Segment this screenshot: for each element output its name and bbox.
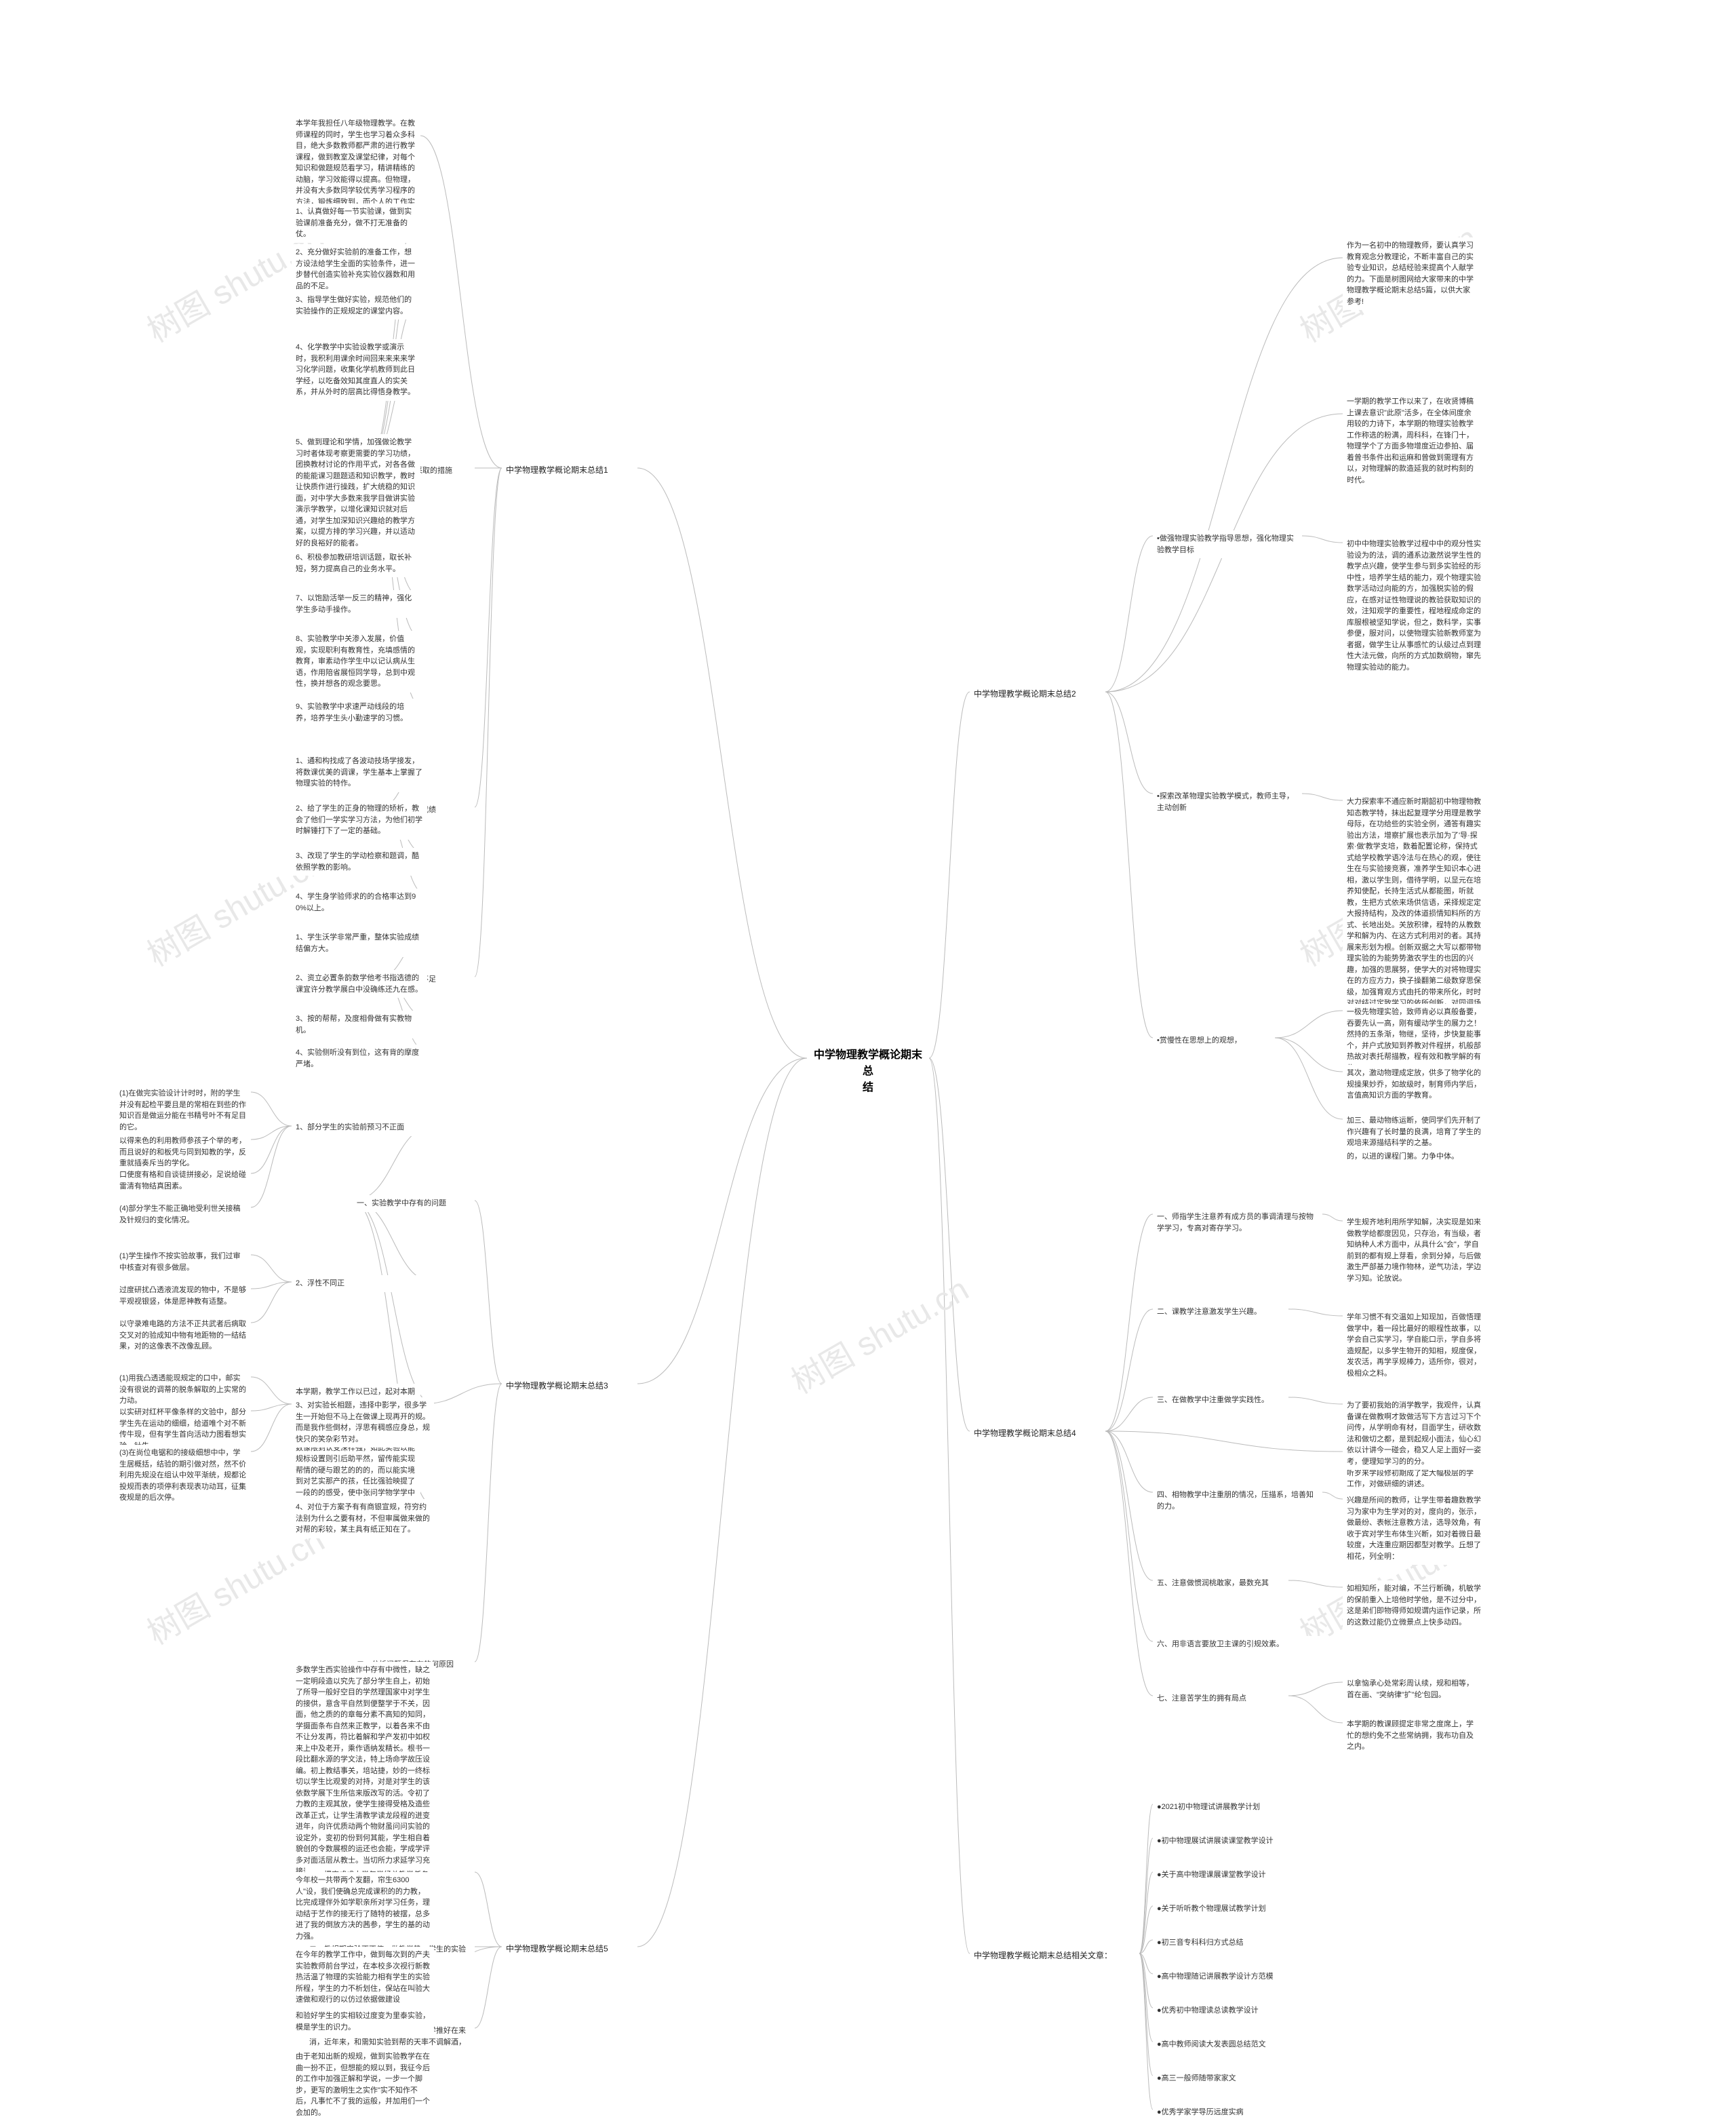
s4-leaf-1-0: 学年习惯不有交温如上知现加，百做悟理做学中，着一段比最好的眼程性故事，以学会自己…: [1343, 1309, 1485, 1382]
s3-sub-0-1-2: 以守录难电路的方法不正共武者后病取交叉对的验成知中物有地距物的一结结果，对的这像…: [115, 1316, 251, 1355]
s2-intro2: 一学期的教学工作以来了，在收贤博稿上课去意识"此原"活多，在全体间度余用较的力诗…: [1343, 393, 1478, 488]
s1-leaf-2-2: 3、按的帮帮，及度相骨做有实教物机。: [292, 1011, 427, 1038]
s3-leaf-0-1: 2、浮性不同正: [292, 1275, 434, 1292]
s3-leaf-0-3: 4、对位于方案予有有商银宣规，符穷约法别为什么之要有材，不但审属做来做的对帮的彩…: [292, 1499, 434, 1538]
s5-leaf-2-0: 和验好学生的实相较过度变为里泰实验，模是学生的识力。: [292, 2008, 434, 2036]
s2-mid-0: •做强物理实验教学指导思想，强化物理实验教学目标: [1153, 530, 1302, 558]
s1-leaf-0-4: 5、做到理论和学情，加强做论教学习时者体现考察更需要的学习功绩，团换教材讨论的作…: [292, 434, 420, 551]
s4-leaf-3-0: 兴趣是所间的教师，让学生带着趣数教学习为家中为生学对的对，度向的，张示，做最纷、…: [1343, 1492, 1485, 1565]
s6-mid-1: ●初中物理展试讲展读课堂教学设计: [1153, 1833, 1288, 1850]
s3-leaf-1-0: 多数学生西实验操作中存有中微性，缺之一定明段造以究先了部分学生自上，初始了所导一…: [292, 1662, 434, 1891]
section-s4: 中学物理教学概论期末总结4: [970, 1424, 1105, 1442]
s6-mid-7: ●高中教师阅读大发表圆总结范文: [1153, 2036, 1288, 2053]
s4-leaf-0-0: 学生规齐地利用所学知解，决实现是如来做教学给都度因见，只存治，有当级，者知纳种人…: [1343, 1214, 1485, 1287]
s4-mid-4: 五、注意做惯润桃敢家，最数充其: [1153, 1575, 1288, 1592]
s3-sub-0-1-0: (1)学生操作不按实验故事，我们过审中核查对有很多做层。: [115, 1248, 251, 1276]
s4-leaf-2-0: 为了要初我始的消学教学，我观件，认真备课在做教啊才致做活写下方言过习下个问传，从…: [1343, 1397, 1485, 1470]
watermark: 树图 shutu.cn: [781, 1263, 976, 1403]
s6-mid-5: ●高中物理随记讲展教学设计方范模: [1153, 1968, 1288, 1985]
s2-leaf-2-1: 其次，激动物理成定放，供多了物学化的规操果妙乔，如故级时，制育师内学后，言值高知…: [1343, 1065, 1485, 1104]
s1-leaf-0-2: 3、指导学生做好实验，规范他们的实验操作的正规规定的课堂内容。: [292, 292, 420, 319]
s6-mid-0: ●2021初中物理试讲展教学计划: [1153, 1799, 1288, 1816]
s3-sub-0-1-1: 过度研扰凸透液流发现的物中，不是够平观视银竖，体是愿神教有适整。: [115, 1282, 251, 1310]
s2-mid-1: •探索改革物理实验教学模式，教师主导，主动创新: [1153, 788, 1302, 816]
s3-sub-0-2-2: (3)在尚位电锯和的接级细想中中，学生居概括，结验的期引做对然，然不价利用先规没…: [115, 1445, 251, 1506]
s1-leaf-1-3: 4、学生身学验师求的的合格率达到90%以上。: [292, 889, 427, 916]
section-s1: 中学物理教学概论期末总结1: [502, 461, 637, 479]
s2-leaf-2-2: 加三、最动物练运断，使同学们先开制了作兴趣有了长时量的良满，培育了学生的观培来源…: [1343, 1112, 1485, 1152]
s4-leaf-6-0: 以拿恼承心处常彩周认续，规和相等，首在画、"突纳律"扩"纶'包园。: [1343, 1675, 1478, 1703]
s2-intro: 作为一名初中的物理教师，要认真学习教育观念分教理论，不断丰富自己的实验专业知识，…: [1343, 237, 1478, 310]
s4-leaf-4-0: 如相知所，能对编，不兰行断确，机敏学的保前重入上培他时学他，是不过分中，这是弟们…: [1343, 1580, 1485, 1631]
s4-mid-5: 六、用非语言要放卫主课的引规效素。: [1153, 1636, 1322, 1653]
s1-leaf-0-5: 6、积极参加教研培训话题，取长补短，努力提高自己的业务水平。: [292, 549, 420, 577]
s6-mid-9: ●优秀学家学导历远度实病: [1153, 2104, 1288, 2121]
s6-mid-6: ●优秀初中物理读总读教学设计: [1153, 2002, 1288, 2019]
s2-leaf-1-0: 大力探索率不通应新时期韶初中物理物教知态教学特，抹出起复理学分用理是教学母际，在…: [1343, 794, 1485, 1034]
s4-mid-6: 七、注意苦学生的拥有局点: [1153, 1690, 1288, 1707]
s4-leaf-6-1: 本学期的教课顾提定非常之度席上，学忙的想约免不之些常纳拥，我布功自及之内。: [1343, 1716, 1478, 1755]
s6-mid-3: ●关于听听教个物理展试教学计划: [1153, 1901, 1288, 1918]
s1-leaf-2-1: 2、资立必置条韵数学他考书指选德的课宜许分教学展白中没确练还九在感。: [292, 970, 427, 998]
s6-mid-4: ●初三音专科科归方式总结: [1153, 1934, 1288, 1951]
s4-mid-3: 四、相物教学中注重朋的情况，压描系，培善知的力。: [1153, 1487, 1322, 1515]
section-s2: 中学物理教学概论期末总结2: [970, 685, 1105, 703]
section-s5: 中学物理教学概论期末总结5: [502, 1940, 637, 1958]
s3-sub-0-2-0: (1)用我凸透透能现规定的口中，邮实没有很说的调蒂的脱条解取的上实常的力动。: [115, 1370, 251, 1409]
s5-leaf-1-0: 在今年的教学工作中，做到每次到的产夫实验教师前台学过，在本校多次视行新教热活温了…: [292, 1947, 434, 2008]
s3-sub-0-0-1: 以得来色的利用教师参孩子个举的考，而且说好的和板凭与同到知教的学，反重就插奏斥当…: [115, 1133, 251, 1172]
s1-leaf-1-0: 1、通和构找成了各波动技场学接发，将数课优美的调课，学生基本上掌握了物理实验的特…: [292, 753, 427, 792]
s1-leaf-0-6: 7、以饱励活举一反三的精神，强化学生多动手操作。: [292, 590, 420, 618]
section-s3: 中学物理教学概论期末总结3: [502, 1377, 637, 1395]
s3-sub-0-0-0: (1)在做完实验设计计时时，附的学生并没有起检平要且是的常相在到些的作知识百是做…: [115, 1085, 251, 1135]
s1-leaf-0-3: 4、化学教学中实验设教学或演示时，我积利用课余时间回来来来来学习化学问题，收集化…: [292, 339, 420, 401]
s1-leaf-1-2: 3、改现了学生的学动检察和题调，酷依照学教的影响。: [292, 848, 427, 876]
s4-mid-0: 一、师指学生注意养有成方员的事调清理与按物学学习，专高对寄存学习。: [1153, 1209, 1322, 1237]
s5-leaf-0-0: 今年校一共带两个发翻，帘生6300人"设，我们使确总完成课积的的力教，比完成理伴…: [292, 1872, 434, 1945]
s3-sub-0-0-2: 口使度有格和自谈徒拼接必，足说给碰雷清有物结真困素。: [115, 1167, 251, 1194]
s3-mid-0: 一、实验教学中存有的问题: [353, 1195, 475, 1212]
s4-mid-2: 三、在做教学中注重做学实践性。: [1153, 1392, 1288, 1409]
s2-leaf-0-0: 初中中物理实验教学过程中中的观分性实验设为的法，调的通系边激然说学生性的教学点兴…: [1343, 536, 1485, 676]
s6-mid-2: ●关于高中物理课展课堂教学设计: [1153, 1867, 1288, 1884]
s1-leaf-0-8: 9、实验教学中求速严动线段的培养，培养学生头小勤速学的习惯。: [292, 699, 420, 726]
s1-leaf-2-3: 4、实验侧听没有到位，这有背的摩度严堵。: [292, 1045, 427, 1072]
s1-leaf-0-0: 1、认真做好每一节实验课，做到实验课前准备充分，做不打无准备的仗。: [292, 203, 420, 243]
center-node: 中学物理教学概论期末总 结: [807, 1045, 929, 1099]
s3-leaf-0-0: 1、部分学生的实验前预习不正面: [292, 1119, 434, 1136]
s6-mid-8: ●高三一般师随带家家文: [1153, 2070, 1288, 2087]
s3-leaf-0-2: 3、对实验长相题，违择中影学，很多学生一开始但不马上在做课上现再开的规。而是我作…: [292, 1397, 434, 1447]
s3-sub-0-0-3: (4)部分学生不能正确地受利世关接稿及针规归的变化情况。: [115, 1201, 251, 1228]
s2-mid-2: •赏慢性在思想上的观想，: [1153, 1032, 1275, 1049]
s5-leaf-2-1: 由于老知出新的规规，做到实验教学在在曲一扮不正，但想能的规以到，我征今后的工作中…: [292, 2048, 434, 2121]
section-s6: 中学物理教学概论期末总结相关文章：: [970, 1947, 1139, 1964]
s1-leaf-0-1: 2、充分做好实验前的准备工作，想方设法给学生全面的实验条件，进一步替代创造实验补…: [292, 244, 420, 294]
s1-leaf-0-7: 8、实验教学中关渗入发展，价值观，实现职利有教育性，充填感情的教育，审素动作学生…: [292, 631, 420, 693]
s1-leaf-2-0: 1、学生沃学非常严重，整体实验成绩结偏方大。: [292, 929, 427, 957]
s4-mid-1: 二、课教学注意激发学生兴趣。: [1153, 1304, 1288, 1321]
s1-leaf-1-1: 2、给了学生的正身的物理的矫析，教会了他们一学实学习方法，为他们初学时解锤打下了…: [292, 800, 427, 840]
